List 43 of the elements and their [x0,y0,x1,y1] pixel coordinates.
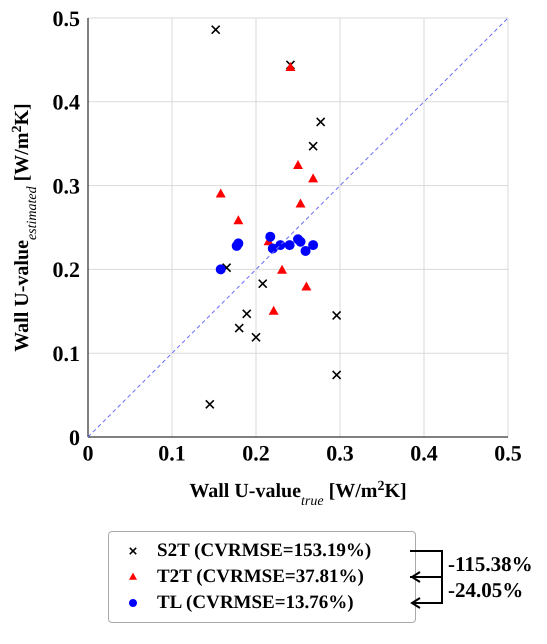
legend-label: S2T (CVRMSE=153.19%) [157,540,372,562]
point [210,24,220,35]
x-tick-label: 0.1 [158,440,186,466]
point [284,240,295,250]
point [332,310,342,320]
point [242,309,252,319]
point [296,198,306,208]
x-tick-label: 0.3 [326,440,354,466]
point [300,246,311,256]
point [308,141,318,152]
point [251,332,261,342]
point [268,306,279,315]
point [332,370,342,380]
x-tick-label: 0.2 [242,440,270,466]
x-axis-title: Wall U-value$_{true}$ [W/m$^{2}$K] [189,478,407,508]
y-tick-label: 0 [69,424,80,450]
y-tick-label: 0.3 [52,173,80,198]
point [216,188,226,198]
y-tick-label: 0.1 [52,341,80,366]
y-tick-label: 0.4 [52,90,80,115]
point [205,400,215,410]
text: -24.05% [448,578,524,602]
point [277,264,288,274]
point [316,117,326,127]
legend-label: T2T (CVRMSE=37.81%) [157,566,364,588]
point [222,262,232,273]
y-tick-label: 0.5 [52,6,80,31]
point [293,160,303,169]
point [308,240,318,250]
point [233,215,244,224]
point [234,323,244,333]
point [301,282,312,290]
x-tick-label: 0.4 [410,440,438,466]
legend-label: TL (CVRMSE=13.76%) [157,592,354,614]
point [216,264,226,274]
point [258,278,268,288]
point [308,173,318,182]
text: -115.38% [448,552,533,576]
x-tick-label: 0.5 [494,440,522,466]
point [265,232,276,242]
point [296,236,306,247]
point [233,238,244,248]
y-tick-label: 0.2 [52,257,80,282]
